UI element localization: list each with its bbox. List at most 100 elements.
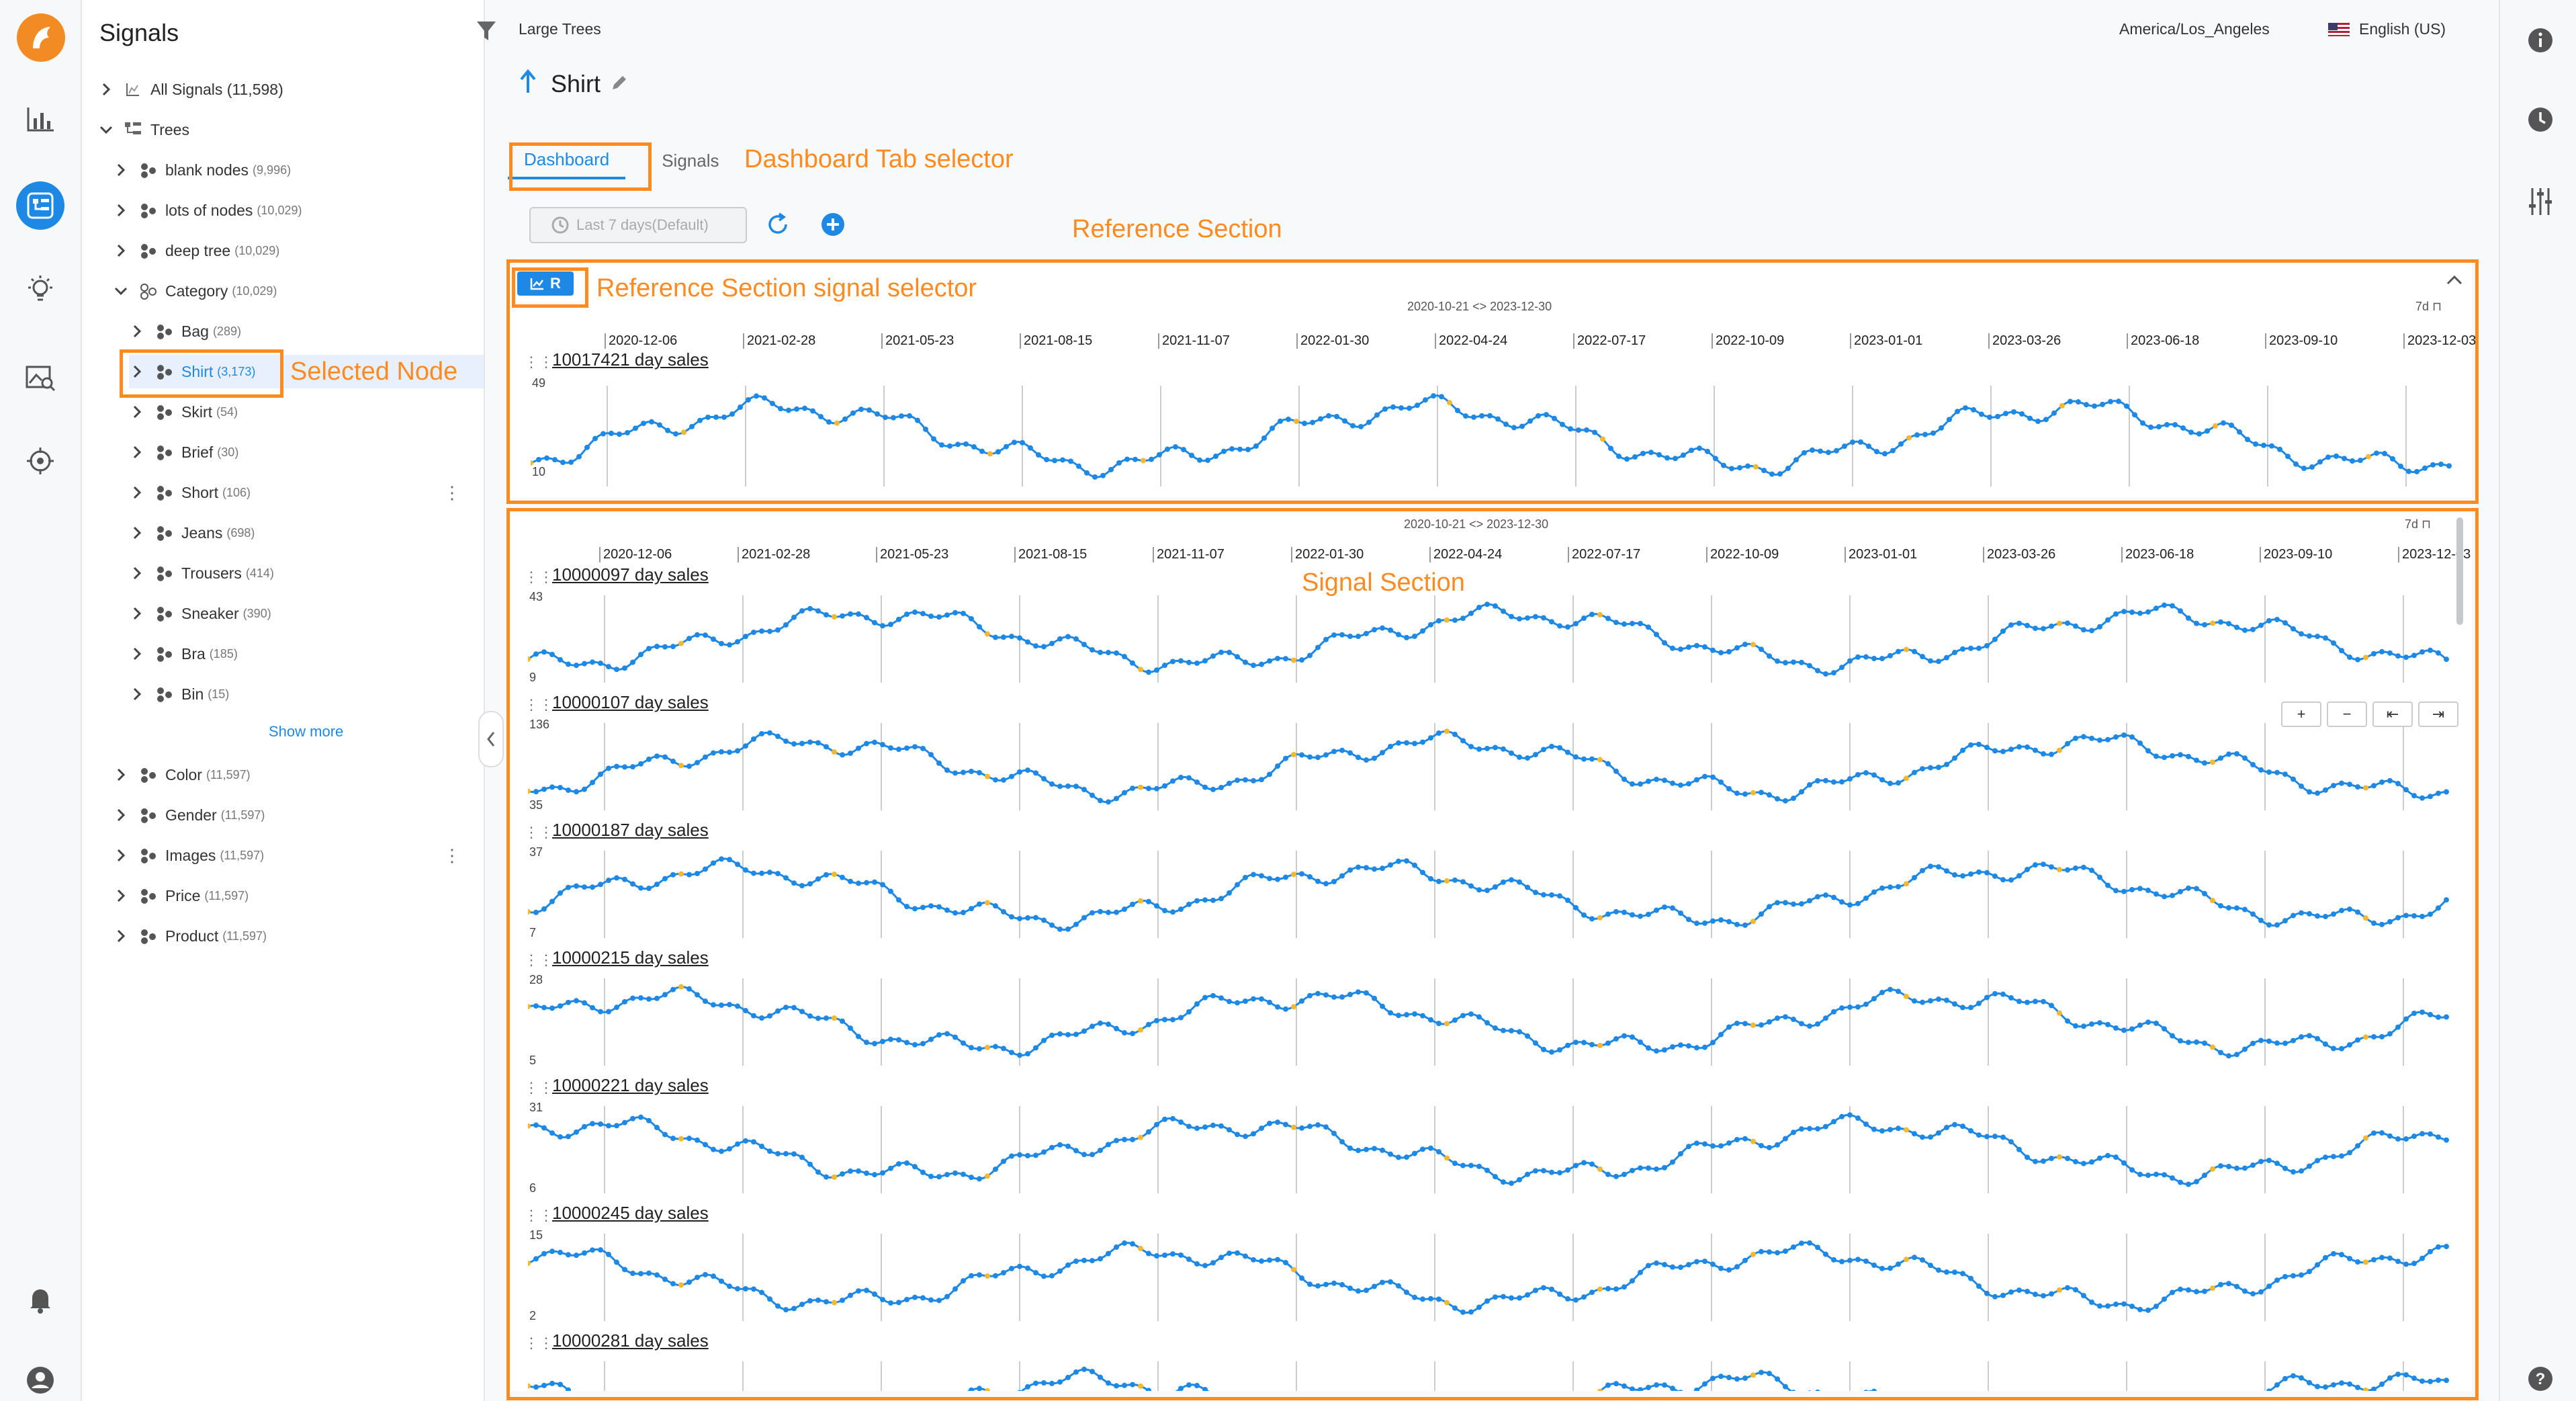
chart-icon[interactable] — [20, 99, 60, 140]
breadcrumb[interactable]: Large Trees — [519, 20, 601, 38]
axis-tick-label: 2023-09-10 — [2260, 547, 2332, 562]
refresh-icon[interactable] — [764, 211, 791, 241]
signal-scrollbar[interactable] — [2456, 517, 2463, 625]
signal-name[interactable]: 10000221 day sales — [552, 1075, 709, 1095]
drag-handle-icon[interactable]: ⋮⋮ — [524, 1079, 553, 1096]
tree-icon[interactable] — [20, 185, 60, 226]
signal-name[interactable]: 10000187 day sales — [552, 820, 709, 840]
signal-name[interactable]: 10000215 day sales — [552, 947, 709, 968]
chevron-right-icon[interactable] — [129, 364, 145, 380]
reference-signal-selector[interactable]: R — [517, 271, 574, 296]
tree-node-gender[interactable]: Gender (11,597) — [113, 798, 484, 832]
tree-item-all-signals[interactable]: All Signals (11,598) — [98, 73, 484, 106]
drag-handle-icon[interactable]: ⋮⋮ — [524, 353, 553, 370]
drag-handle-icon[interactable]: ⋮⋮ — [524, 1334, 553, 1351]
chevron-right-icon[interactable] — [113, 202, 129, 218]
collapse-chevron-icon[interactable] — [2445, 273, 2464, 290]
tab-signals[interactable]: Signals — [662, 151, 719, 171]
tree-node-jeans[interactable]: Jeans (698) — [129, 516, 484, 550]
chevron-right-icon[interactable] — [129, 605, 145, 622]
tree-node-lots-of-nodes[interactable]: lots of nodes (10,029) — [113, 194, 484, 227]
drag-handle-icon[interactable]: ⋮⋮ — [524, 696, 553, 713]
tree-node-sneaker[interactable]: Sneaker (390) — [129, 597, 484, 630]
signal-name[interactable]: 10000281 day sales — [552, 1330, 709, 1351]
tree-node-category[interactable]: Category (10,029) — [113, 274, 484, 308]
timezone-selector[interactable]: America/Los_Angeles — [2119, 20, 2270, 38]
bell-icon[interactable] — [20, 1279, 60, 1320]
filter-icon[interactable] — [476, 20, 497, 46]
chevron-right-icon[interactable] — [129, 444, 145, 460]
tree-node-bin[interactable]: Bin (15) — [129, 677, 484, 711]
chevron-right-icon[interactable] — [129, 686, 145, 702]
tree-node-bra[interactable]: Bra (185) — [129, 637, 484, 671]
signal-name[interactable]: 10000107 day sales — [552, 692, 709, 712]
user-avatar-icon[interactable] — [20, 1360, 60, 1400]
drag-handle-icon[interactable]: ⋮⋮ — [524, 824, 553, 841]
chevron-down-icon[interactable] — [113, 283, 129, 299]
lightbulb-icon[interactable] — [20, 270, 60, 310]
tree-node-bag[interactable]: Bag (289) — [129, 314, 484, 348]
series-point — [907, 413, 912, 419]
chevron-right-icon[interactable] — [113, 847, 129, 863]
series-point — [1001, 1158, 1006, 1164]
chevron-down-icon[interactable] — [98, 122, 114, 138]
chevron-right-icon[interactable] — [113, 162, 129, 178]
sliders-icon[interactable] — [2520, 181, 2561, 222]
show-more-link[interactable]: Show more — [269, 723, 344, 740]
chevron-right-icon[interactable] — [113, 807, 129, 823]
add-signal-icon[interactable] — [819, 211, 846, 241]
image-search-icon[interactable] — [20, 357, 60, 398]
kebab-menu-icon[interactable]: ⋮ — [443, 845, 461, 865]
pan-back-button[interactable]: ⇤ — [2372, 702, 2413, 727]
language-selector[interactable]: English (US) — [2328, 20, 2446, 38]
tree-node-blank-nodes[interactable]: blank nodes (9,996) — [113, 153, 484, 187]
target-icon[interactable] — [20, 441, 60, 481]
chevron-right-icon[interactable] — [129, 404, 145, 420]
tree-node-images[interactable]: Images (11,597) ⋮ — [113, 839, 484, 872]
drag-handle-icon[interactable]: ⋮⋮ — [524, 951, 553, 968]
reference-signal-name[interactable]: 10017421 day sales — [552, 349, 709, 370]
drag-handle-icon[interactable]: ⋮⋮ — [524, 568, 553, 585]
time-range-button[interactable]: Last 7 days(Default) — [529, 207, 747, 243]
chevron-right-icon[interactable] — [113, 888, 129, 904]
series-point — [1613, 1173, 1619, 1179]
tree-node-skirt[interactable]: Skirt (54) — [129, 395, 484, 429]
series-point — [1525, 1292, 1530, 1298]
back-arrow-icon[interactable] — [519, 67, 541, 100]
chevron-right-icon[interactable] — [129, 525, 145, 541]
info-icon[interactable] — [2520, 20, 2561, 60]
zoom-out-button[interactable]: − — [2327, 702, 2367, 727]
kebab-menu-icon[interactable]: ⋮ — [443, 482, 461, 503]
chevron-right-icon[interactable] — [129, 565, 145, 581]
tab-dashboard[interactable]: Dashboard — [508, 142, 626, 179]
tree-node-price[interactable]: Price (11,597) — [113, 879, 484, 912]
chevron-right-icon[interactable] — [129, 484, 145, 501]
drag-handle-icon[interactable]: ⋮⋮ — [524, 1207, 553, 1224]
tree-item-trees[interactable]: Trees — [98, 113, 484, 146]
collapse-panel-button[interactable] — [478, 711, 504, 767]
app-logo[interactable] — [17, 13, 65, 62]
tree-nav-active[interactable] — [16, 181, 64, 230]
tree-node-deep-tree[interactable]: deep tree (10,029) — [113, 234, 484, 267]
chevron-right-icon[interactable] — [98, 81, 114, 97]
pan-forward-button[interactable]: ⇥ — [2418, 702, 2458, 727]
tree-node-color[interactable]: Color (11,597) — [113, 758, 484, 792]
tree-node-short[interactable]: Short (106) ⋮ — [129, 476, 484, 509]
chevron-right-icon[interactable] — [113, 243, 129, 259]
series-point — [1783, 1248, 1788, 1255]
tree-node-product[interactable]: Product (11,597) — [113, 919, 484, 953]
chevron-right-icon[interactable] — [113, 928, 129, 944]
signal-name[interactable]: 10000245 day sales — [552, 1203, 709, 1223]
tree-node-brief[interactable]: Brief (30) — [129, 435, 484, 469]
history-clock-icon[interactable] — [2520, 99, 2561, 140]
tree-node-shirt[interactable]: Shirt (3,173) — [129, 355, 484, 388]
series-point — [858, 407, 864, 413]
edit-pencil-icon[interactable] — [610, 70, 629, 98]
zoom-in-button[interactable]: + — [2281, 702, 2321, 727]
chevron-right-icon[interactable] — [113, 767, 129, 783]
signal-name[interactable]: 10000097 day sales — [552, 564, 709, 585]
chevron-right-icon[interactable] — [129, 323, 145, 339]
chevron-right-icon[interactable] — [129, 646, 145, 662]
tree-node-trousers[interactable]: Trousers (414) — [129, 556, 484, 590]
help-icon[interactable]: ? — [2520, 1359, 2561, 1399]
